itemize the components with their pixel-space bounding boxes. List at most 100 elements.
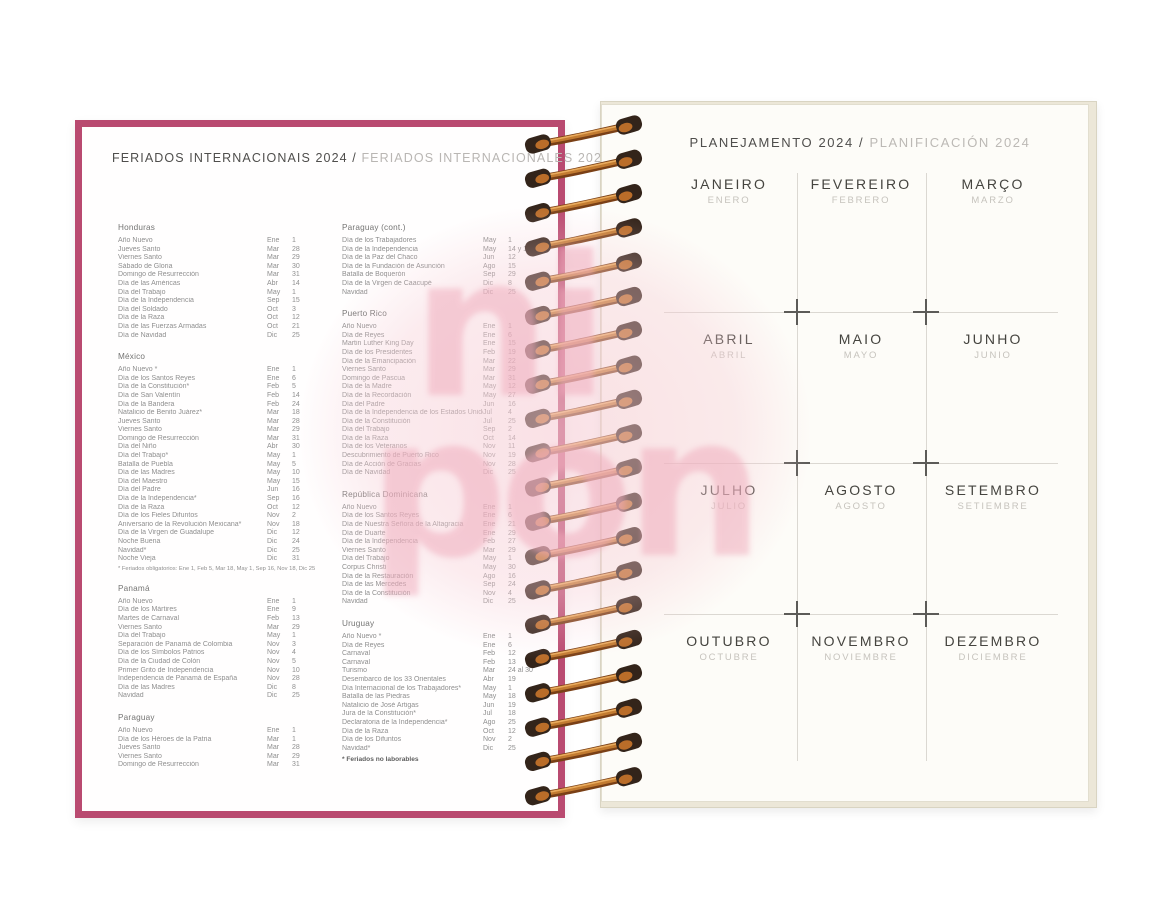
holiday-name: Día del Maestro [118, 477, 168, 485]
month-name-es: JUNIO [974, 350, 1012, 361]
holiday-name: Noche Vieja [118, 555, 156, 563]
holiday-day: 28 [292, 245, 300, 253]
spiral-binding [524, 115, 643, 806]
holiday-month: Nov [483, 736, 496, 744]
holiday-name: Día de Acción de Gracias [342, 460, 421, 468]
spiral-coil [524, 321, 643, 360]
country-section: Honduras Año Nuevo Ene 1 Jueves Santo Mar 28 Vi… [118, 223, 320, 340]
left-title-primary: FERIADOS INTERNACIONAIS 2024 / [112, 151, 357, 165]
holiday-name: Día del Trabajo [118, 632, 166, 640]
holiday-row: Domingo de Resurrección Mar 31 [118, 761, 320, 770]
holiday-name: Viernes Santo [118, 426, 162, 434]
holiday-name: Día del Niño [118, 443, 157, 451]
holiday-day: 15 [292, 477, 300, 485]
holiday-day: 12 [292, 314, 300, 322]
month-cell-março: MARÇO MARZO [918, 176, 1068, 206]
month-name-es: NOVIEMBRE [824, 652, 898, 663]
holiday-name: Día del Soldado [118, 305, 168, 313]
month-name-es: FEBRERO [831, 195, 891, 206]
holiday-name: Noche Buena [118, 538, 161, 545]
holiday-name: Día de los Santos Reyes [342, 512, 420, 520]
holiday-day: 12 [508, 727, 516, 735]
holiday-day: 14 [292, 279, 300, 287]
holiday-row: Viernes Santo Mar 29 [118, 753, 320, 762]
left-page: FERIADOS INTERNACIONAIS 2024 / FERIADOS … [75, 120, 609, 818]
right-page: PLANEJAMENTO 2024 / PLANIFICACIÓN 2024 J… [601, 104, 1089, 802]
month-cell-janeiro: JANEIRO ENERO [654, 176, 804, 206]
holiday-row: Jueves Santo Mar 28 [118, 744, 320, 753]
holiday-name: Día de la Virgen de Guadalupe [118, 529, 214, 537]
holiday-row: Día de la Constitución* Feb 5 [118, 383, 320, 392]
country-header: Panamá [118, 583, 150, 593]
holiday-name: Primer Grito de Independencia [118, 666, 214, 674]
holiday-row: Navidad* Dic 25 [342, 745, 536, 754]
holiday-month: Dic [267, 546, 278, 554]
holiday-name: Año Nuevo [118, 726, 153, 734]
holiday-row: Batalla de Puebla May 5 [118, 461, 320, 470]
holiday-day: 9 [292, 606, 296, 614]
month-name-es: MAYO [843, 350, 879, 361]
holiday-day: 12 [292, 529, 300, 537]
holiday-day: 29 [292, 623, 300, 631]
holiday-day: 1 [292, 735, 296, 743]
holiday-day: 10 [292, 469, 300, 477]
holiday-row: Día del Trabajo May 1 [118, 632, 320, 641]
month-name-es: DICIEMBRE [958, 652, 1028, 663]
holiday-month: Dic [267, 555, 278, 563]
holiday-row: Día del Padre Jun 16 [118, 486, 320, 495]
holiday-name: Día de la Restauración [342, 572, 414, 580]
holiday-row: Navidad* Dic 25 [118, 547, 320, 556]
holiday-day: 3 [292, 640, 296, 648]
grid-horizontal-line [664, 614, 1058, 615]
holiday-row: Día del Trabajo May 1 [118, 289, 320, 298]
holiday-name: Día de las Madres [118, 683, 175, 691]
holiday-name: Día de la Recordación [342, 391, 412, 399]
holiday-row: Independencia de Panamá de España Nov 28 [118, 675, 320, 684]
holiday-month: Abr [267, 443, 278, 451]
country-section: Panamá Año Nuevo Ene 1 Día de los Mártires En… [118, 584, 320, 701]
holiday-day: 12 [292, 503, 300, 511]
holiday-day: 31 [292, 555, 300, 563]
month-cell-julho: JULHO JULIO [654, 482, 804, 512]
holiday-day: 6 [292, 374, 296, 382]
holiday-day: 24 [292, 400, 300, 408]
holiday-name: Día de los Difuntos [342, 736, 402, 744]
holiday-name: Día de la Raza [342, 727, 389, 735]
month-cell-fevereiro: FEVEREIRO FEBRERO [786, 176, 936, 206]
holiday-name: Viernes Santo [342, 366, 386, 374]
spiral-coil [524, 252, 643, 291]
holiday-day: 8 [292, 683, 296, 691]
holiday-month: Ene [267, 237, 280, 244]
holiday-day: 30 [292, 443, 300, 451]
holiday-row: Día de los Santos Reyes Ene 6 [118, 375, 320, 384]
holiday-day: 28 [292, 417, 300, 425]
holiday-row: Viernes Santo Mar 29 [118, 426, 320, 435]
holiday-day: 1 [292, 597, 296, 605]
holiday-name: Día de la Madre [342, 383, 392, 391]
holiday-day: 31 [292, 761, 300, 769]
holiday-month: Mar [267, 417, 280, 425]
holiday-day: 31 [292, 434, 300, 442]
holiday-name: Carnaval [342, 658, 371, 666]
holiday-month: Mar [267, 623, 280, 631]
holiday-month: Ene [267, 597, 280, 605]
spiral-coil [524, 458, 643, 497]
holiday-month: Oct [267, 503, 278, 511]
holiday-day: 5 [292, 657, 296, 665]
holiday-name: Independencia de Panamá de España [118, 675, 238, 683]
holiday-name: Turismo [342, 667, 368, 675]
month-name-es: MARZO [971, 195, 1015, 206]
holiday-name: Día de San Valentín [118, 391, 181, 399]
holiday-name: Día de Navidad [342, 469, 391, 477]
holiday-row: Año Nuevo Ene 1 [118, 237, 320, 246]
holiday-row: Día de San Valentín Feb 14 [118, 392, 320, 401]
month-name-pt: ABRIL [703, 331, 755, 347]
section-footnote: * Feriados obligatorios: Ene 1, Feb 5, M… [118, 565, 316, 572]
holiday-name: Día de la Virgen de Caacupé [342, 279, 432, 287]
holiday-month: Nov [267, 666, 280, 674]
holiday-name: Domingo de Resurrección [118, 761, 199, 769]
holiday-day: 1 [292, 452, 296, 460]
holiday-day: 14 [292, 391, 300, 399]
holiday-name: Año Nuevo [342, 323, 377, 331]
holiday-name: Día de los Presidentes [342, 348, 413, 356]
